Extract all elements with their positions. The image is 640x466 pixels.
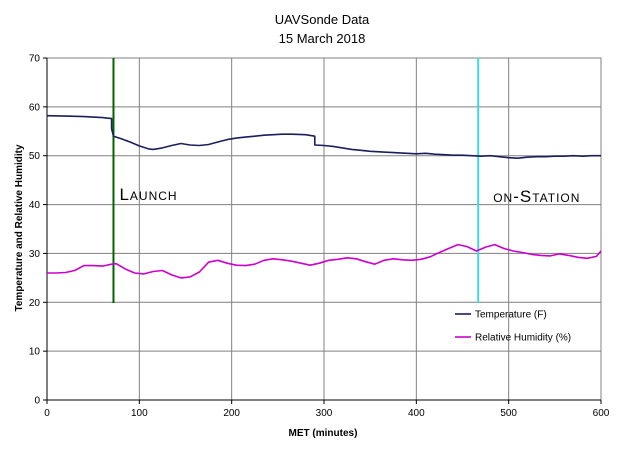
chart-title: UAVSonde Data xyxy=(275,12,370,27)
y-tick-label: 70 xyxy=(29,54,41,65)
legend: Temperature (F) Relative Humidity (%) xyxy=(455,310,571,344)
x-tick-label: 200 xyxy=(223,408,240,419)
legend-label: Temperature (F) xyxy=(475,310,547,321)
y-tick-label: 40 xyxy=(29,200,41,211)
vertical-markers: Launch on-Station xyxy=(112,58,580,303)
y-tick-label: 10 xyxy=(29,347,41,358)
series-lines xyxy=(46,114,602,279)
chart-subtitle: 15 March 2018 xyxy=(279,31,366,46)
x-tick-label: 500 xyxy=(500,408,517,419)
x-axis-label: MET (minutes) xyxy=(289,428,358,439)
series-line xyxy=(47,243,602,279)
y-axis-label: Temperature and Relative Humidity xyxy=(14,144,25,312)
x-tick-label: 300 xyxy=(316,408,333,419)
y-tick-label: 0 xyxy=(34,396,40,407)
y-tick-label: 30 xyxy=(29,249,41,260)
x-tick-label: 100 xyxy=(131,408,148,419)
marker-label: on-Station xyxy=(493,187,580,206)
legend-label: Relative Humidity (%) xyxy=(475,333,571,344)
x-tick-label: 400 xyxy=(408,408,425,419)
x-tick-label: 0 xyxy=(44,408,50,419)
marker-label: Launch xyxy=(119,185,177,204)
x-tick-label: 600 xyxy=(593,408,610,419)
y-tick-label: 20 xyxy=(29,298,41,309)
y-axis-ticks: 0 10 20 30 40 50 60 70 xyxy=(29,54,47,407)
series-line xyxy=(46,114,601,159)
x-axis-ticks: 0 100 200 300 400 500 600 xyxy=(44,400,610,419)
y-tick-label: 60 xyxy=(29,102,41,113)
y-tick-label: 50 xyxy=(29,151,41,162)
